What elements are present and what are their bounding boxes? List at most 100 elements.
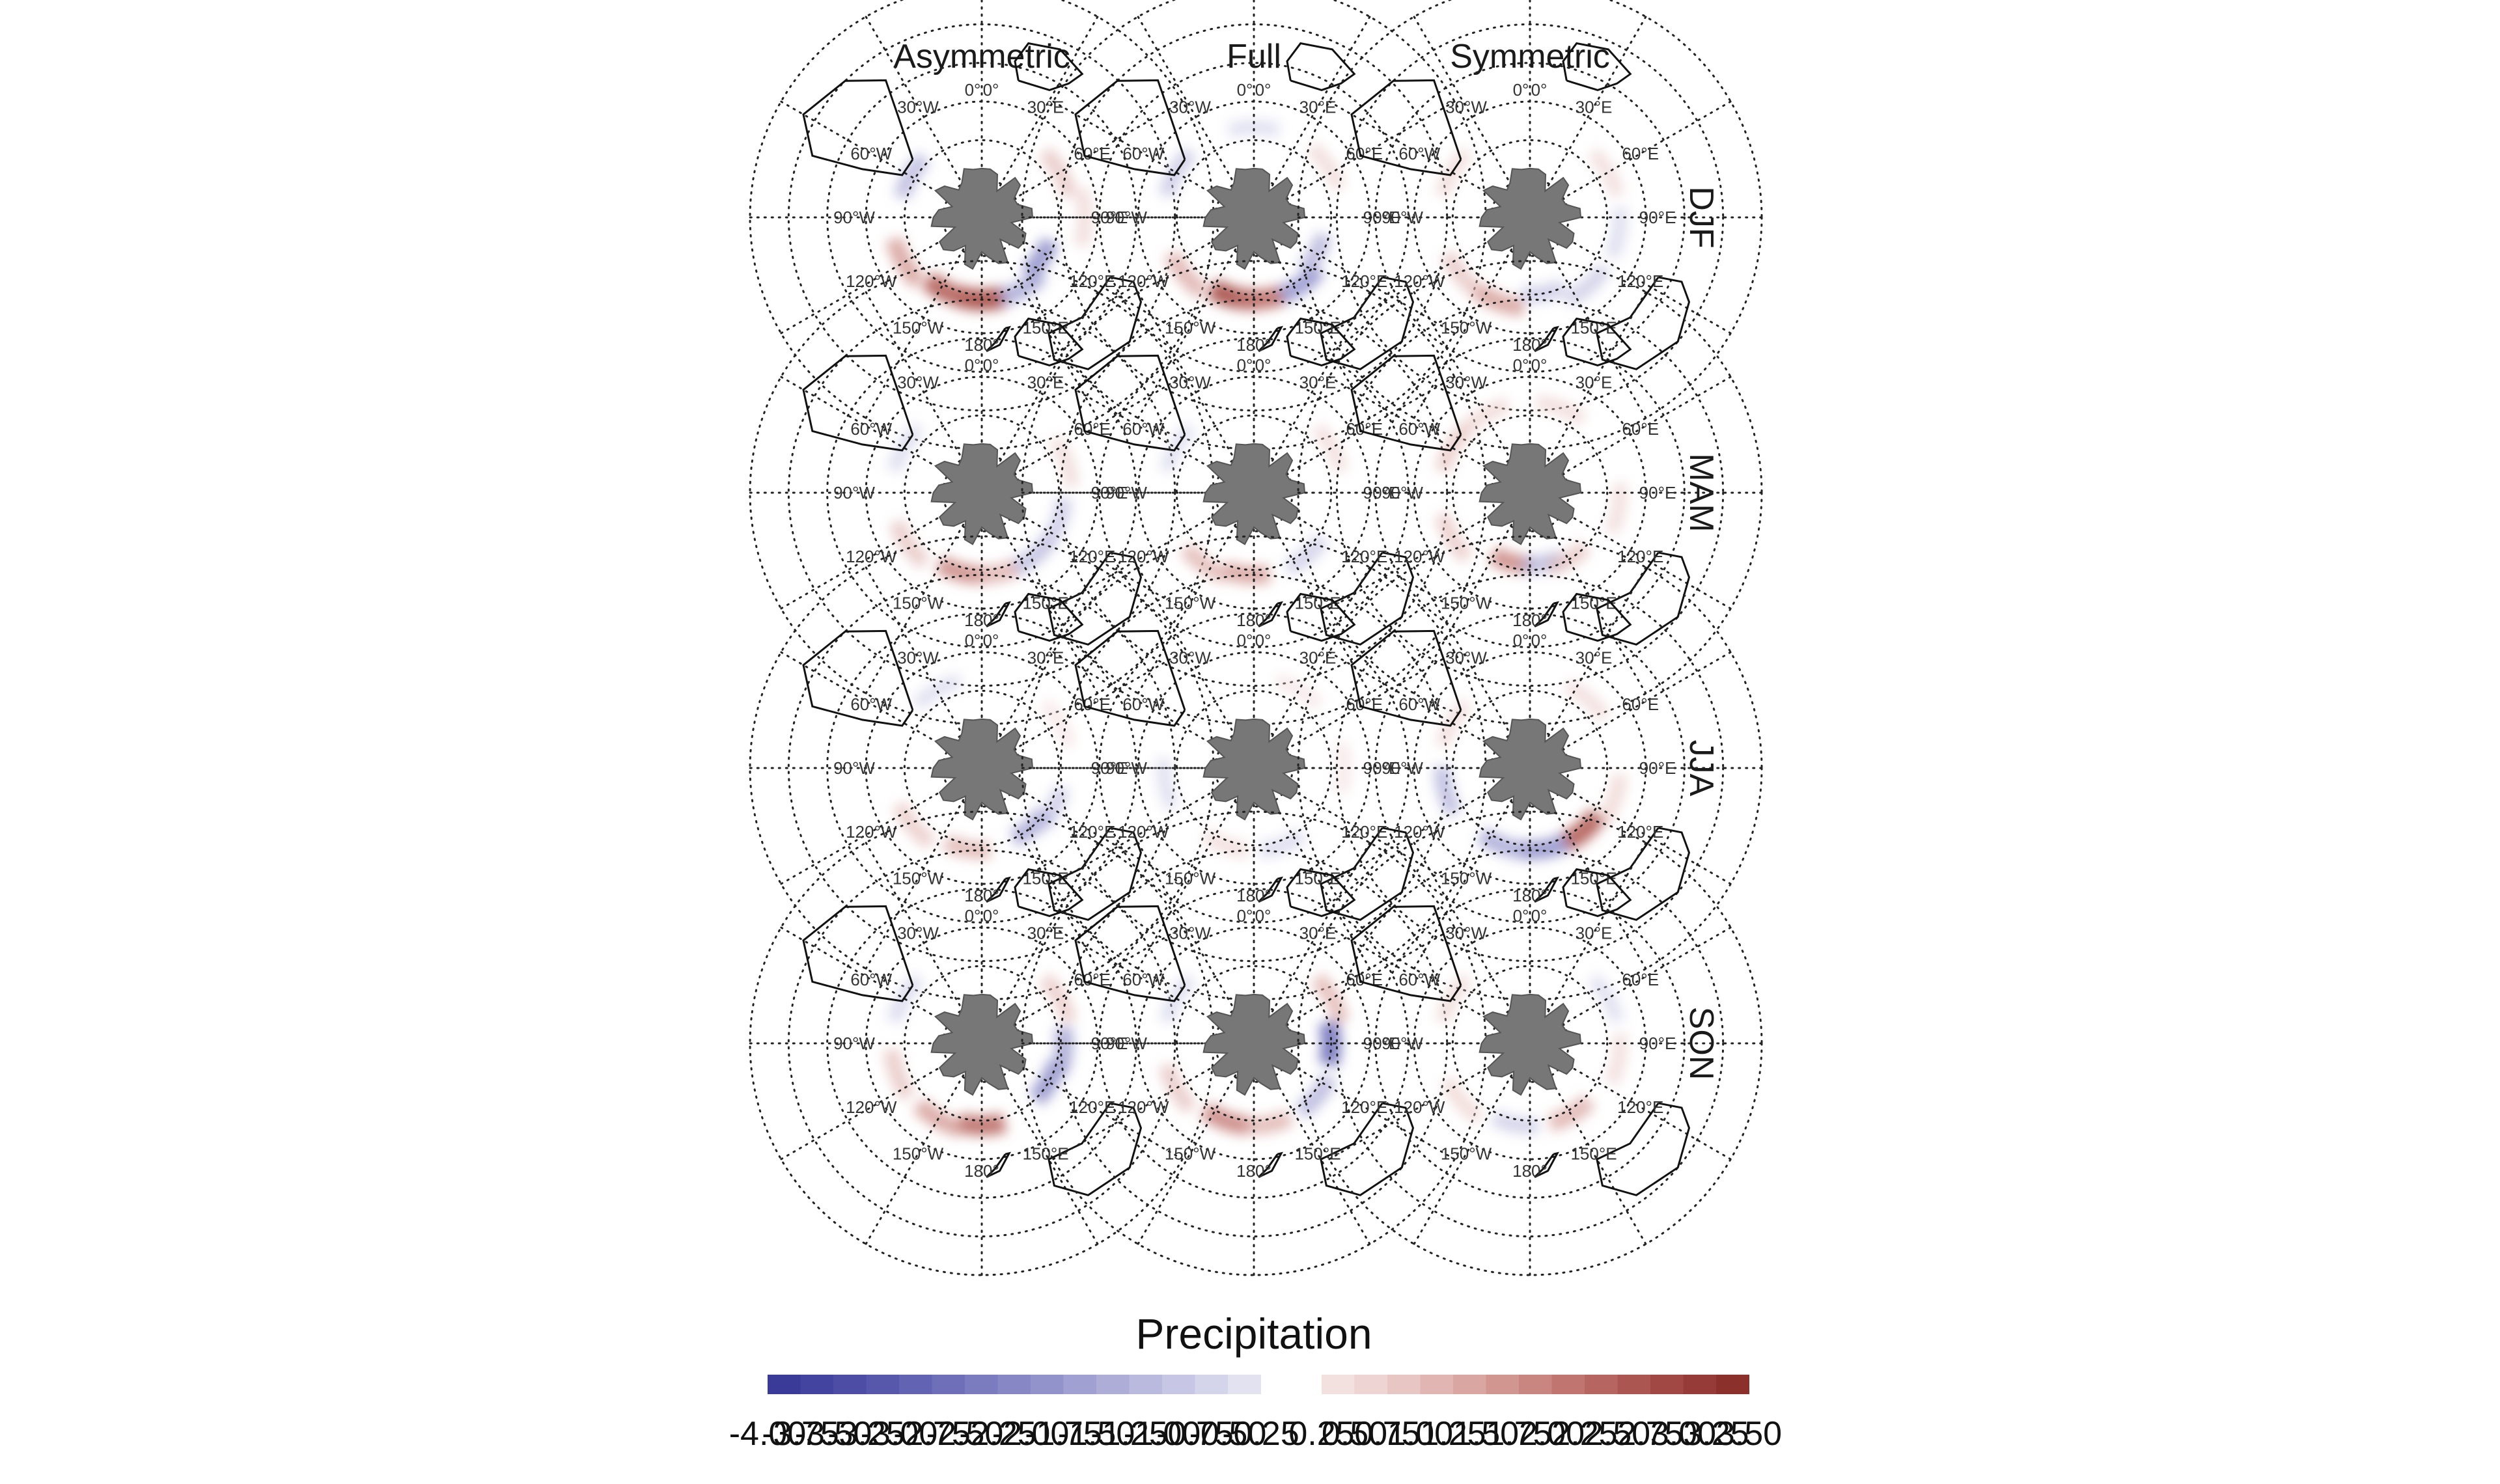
anomaly-mark [885, 237, 926, 289]
anomaly-field [1158, 972, 1350, 1135]
polar-label: 180° [1236, 1161, 1271, 1181]
polar-label: 90°W [833, 483, 875, 502]
legend-swatch-positive [1683, 1375, 1717, 1394]
anomaly-field [1434, 679, 1628, 860]
coastline [1562, 868, 1632, 917]
coastline [802, 905, 914, 1002]
polar-label: 60°W [1398, 694, 1440, 714]
coastline [1286, 592, 1356, 642]
meridian-line [1413, 291, 1523, 480]
polar-label: 30°E [1299, 648, 1337, 667]
polar-label: 120°W [1118, 1097, 1169, 1117]
coastline [1596, 1102, 1691, 1196]
legend-tick-label: -2.00 [992, 1415, 1070, 1453]
coastline [1074, 79, 1186, 176]
anomaly-mark [892, 801, 936, 849]
legend-swatch-negative [899, 1375, 932, 1394]
latitude-circle [1335, 23, 1725, 412]
polar-label: 60°E [1074, 694, 1111, 714]
legend-tick-label: 3.50 [1716, 1415, 1782, 1453]
polar-label: 30°W [1169, 923, 1211, 942]
coastline [1014, 42, 1084, 91]
coastline [1286, 42, 1356, 91]
coastlines [1074, 592, 1415, 921]
polar-label: 60°W [850, 419, 892, 439]
polar-label: 0° [1237, 355, 1253, 375]
meridian-line [1137, 291, 1247, 480]
legend-tick-label: -1.50 [1058, 1415, 1135, 1453]
coastline [1562, 592, 1632, 642]
polar-label: 120°E [1617, 1097, 1663, 1117]
anomaly-mark [1490, 1110, 1540, 1134]
polar-label: 120°W [846, 1097, 897, 1117]
legend-tick-labels: -4.00-3.75-3.50-3.25-3.00-2.75-2.50-2.25… [729, 1415, 1782, 1453]
anomaly-mark [1042, 497, 1072, 546]
coastline [1596, 276, 1691, 370]
anomaly-mark [887, 972, 925, 1024]
polar-label: 30°E [1027, 923, 1064, 942]
meridian-line [1542, 926, 1732, 1037]
polar-label: 0° [1237, 80, 1253, 100]
coastline [1562, 42, 1632, 91]
meridian-line [1266, 224, 1456, 335]
polar-label: 60°E [1074, 419, 1111, 439]
meridian-line [1536, 291, 1647, 480]
legend-swatch-positive [1650, 1375, 1684, 1394]
legend-swatch-negative [997, 1375, 1031, 1394]
map-panel-djf-symmetric: 0° 0°30°E60°E90°E120°E150°E180°150°W120°W… [1297, 0, 1763, 450]
anomaly-mark [1563, 679, 1611, 722]
polar-label: 90°E [1639, 758, 1676, 778]
polar-labels: 0° 0°30°E60°E90°E120°E150°E180°150°W120°W… [1105, 355, 1400, 630]
polar-label: 150°W [893, 1144, 944, 1164]
coastlines [1350, 42, 1691, 370]
meridian-line [988, 566, 1099, 756]
meridian-line [1266, 775, 1456, 885]
coastline [1320, 827, 1415, 921]
polar-label: 0° [983, 906, 999, 926]
latitude-circle [1451, 965, 1609, 1122]
polar-label: 30°E [1299, 372, 1337, 392]
polar-labels: 0° 0°30°E60°E90°E120°E150°E180°150°W120°W… [1382, 355, 1676, 630]
polar-label: 0° [1531, 355, 1548, 375]
coastline [1596, 827, 1691, 921]
anomaly-mark [1435, 147, 1473, 198]
meridian-line [1137, 16, 1247, 205]
map-panels: 0° 0°30°E60°E90°E120°E150°E180°150°W120°W… [749, 0, 1763, 1276]
polar-label: 30°W [1445, 97, 1487, 117]
meridian-line [1536, 842, 1647, 1031]
coastlines [802, 42, 1143, 370]
polar-label: 30°E [1027, 97, 1064, 117]
antarctica-landmass [1479, 167, 1582, 270]
latitude-circle [1335, 849, 1725, 1238]
polar-label: 60°W [850, 144, 892, 163]
legend-swatch-positive [1551, 1375, 1585, 1394]
polar-label: 120°W [1394, 1097, 1445, 1117]
anomaly-mark [1476, 827, 1525, 859]
polar-label: 60°W [1122, 970, 1164, 989]
polar-label: 90°W [1105, 208, 1147, 227]
anomaly-mark [893, 152, 931, 200]
antarctica-landmass [930, 993, 1034, 1096]
anomaly-mark [1604, 482, 1628, 536]
polar-label: 0° [983, 80, 999, 100]
meridian-line [1137, 230, 1247, 419]
coastline [802, 629, 914, 727]
polar-label: 150°W [893, 869, 944, 888]
coastline [1258, 1151, 1284, 1178]
latitude-circle [1098, 62, 1410, 373]
latitude-circle [1059, 298, 1449, 687]
meridian-line [988, 16, 1099, 205]
polar-label: 90°E [1639, 1034, 1676, 1053]
anomaly-mark [1440, 251, 1484, 299]
meridian-line [1260, 291, 1371, 480]
meridian-line [994, 376, 1184, 486]
latitude-circle [1451, 414, 1609, 571]
coastline [1048, 1102, 1143, 1196]
polar-label: 150°E [1570, 1144, 1617, 1164]
meridian-line [1266, 499, 1456, 610]
polar-label: 0° [1255, 80, 1271, 100]
antarctica-landmass [1202, 993, 1306, 1096]
latitude-circle [1175, 139, 1333, 296]
meridian-line [865, 505, 975, 694]
